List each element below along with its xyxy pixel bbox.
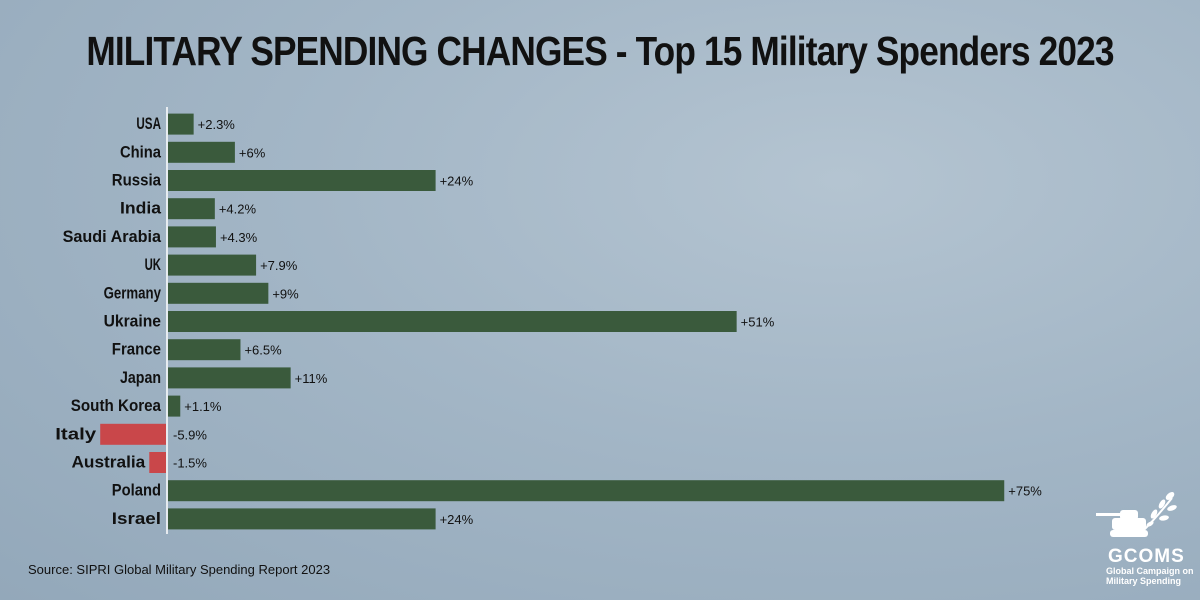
bar-china	[168, 141, 235, 163]
bar-saudi-arabia	[168, 226, 216, 248]
category-label: China	[120, 142, 161, 161]
bar-russia	[168, 170, 436, 191]
value-label: +24%	[440, 174, 474, 189]
category-label: South Korea	[71, 396, 162, 415]
bar-israel	[168, 508, 436, 530]
source-note: Source: SIPRI Global Military Spending R…	[28, 562, 331, 577]
logo-subtitle: Global Campaign on Military Spending	[1106, 566, 1194, 586]
category-label: Poland	[112, 481, 161, 500]
chart-title: MILITARY SPENDING CHANGES - Top 15 Milit…	[86, 28, 1114, 74]
bar-usa	[168, 113, 194, 135]
category-label: Ukraine	[104, 312, 161, 331]
category-label: Japan	[120, 368, 161, 387]
value-label: +4.3%	[220, 230, 258, 245]
value-label: +51%	[741, 315, 775, 330]
category-label: Russia	[112, 171, 162, 190]
category-label: Italy	[55, 424, 97, 443]
category-label: Australia	[71, 453, 145, 472]
value-label: +75%	[1008, 484, 1042, 499]
gcoms-logo-icon	[1096, 492, 1177, 537]
bar-uk	[168, 254, 257, 276]
value-label: +24%	[440, 512, 474, 527]
bar-japan	[168, 367, 291, 389]
value-label: +6%	[239, 145, 266, 160]
value-label: +2.3%	[198, 117, 236, 132]
bar-poland	[168, 480, 1005, 502]
category-label: USA	[136, 114, 161, 133]
bar-germany	[168, 282, 269, 304]
value-label: +1.1%	[184, 399, 222, 414]
value-label: +4.2%	[219, 202, 257, 217]
category-label: Saudi Arabia	[63, 227, 162, 246]
category-label: Israel	[112, 509, 161, 528]
category-label: India	[120, 199, 162, 218]
bars-group: USA +2.3% China +6% Russia +24% India +4.2% Saud…	[55, 113, 1042, 530]
value-label: -5.9%	[173, 427, 207, 442]
bar-australia	[149, 452, 166, 473]
value-label: +7.9%	[260, 258, 298, 273]
value-label: +9%	[272, 286, 299, 301]
category-label: UK	[145, 255, 162, 274]
value-label: +6.5%	[244, 343, 282, 358]
bar-france	[168, 339, 241, 361]
bar-south-korea	[168, 395, 181, 417]
value-label: +11%	[295, 371, 328, 386]
bar-india	[168, 198, 215, 220]
category-label: Germany	[104, 283, 162, 302]
category-label: France	[112, 340, 161, 359]
logo-abbreviation: GCOMS	[1108, 546, 1185, 567]
value-label: -1.5%	[173, 456, 207, 471]
bar-italy	[100, 423, 166, 445]
bar-ukraine	[168, 311, 737, 332]
